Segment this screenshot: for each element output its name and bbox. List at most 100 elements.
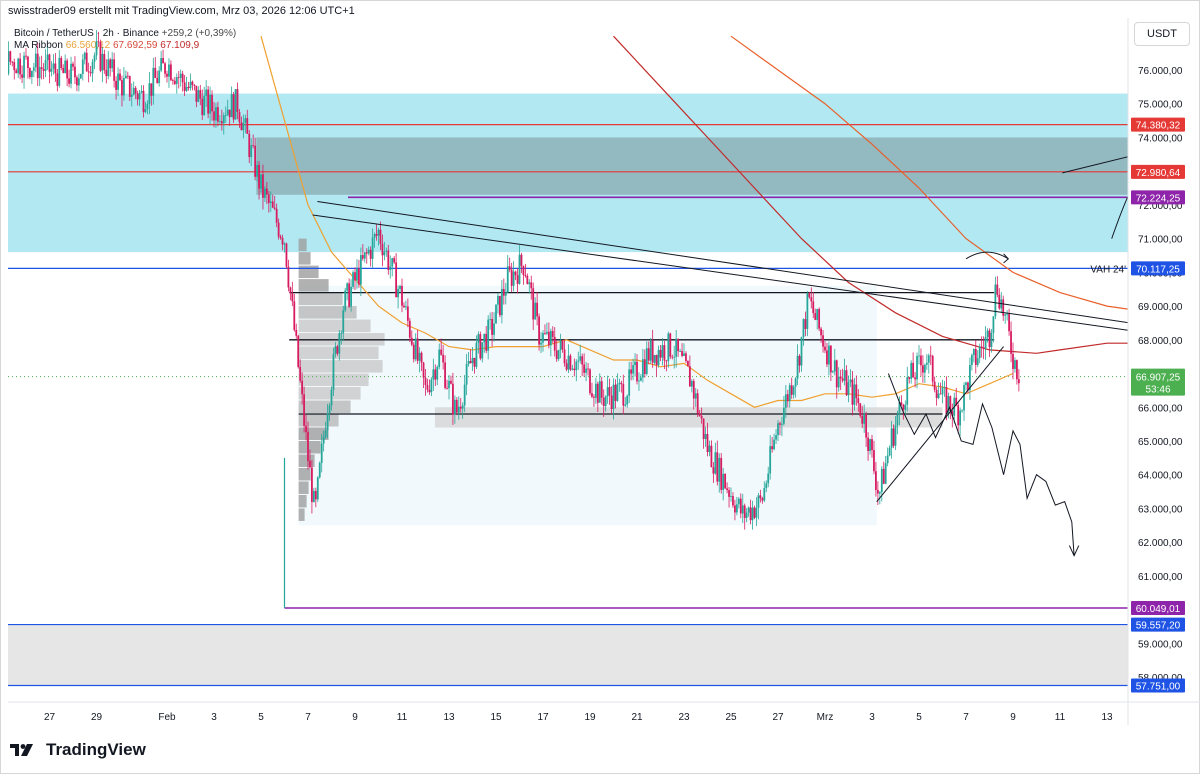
candle-body [332,354,335,390]
candle-body [453,399,456,415]
candle-body [152,67,155,96]
candle-body [422,362,425,378]
candle-body [626,395,629,405]
candle-body [385,250,388,252]
volume-profile-bar [298,494,307,508]
candle-body [336,346,339,354]
candle-body [998,294,1001,309]
candle-body [822,335,824,347]
candle-body [224,114,227,116]
candle-body [716,452,719,482]
price-label-text: 59.557,20 [1136,621,1181,632]
axis-layer: 76.000,0075.000,0074.000,0073.000,0072.0… [8,18,1200,725]
candle-body [348,283,351,307]
volume-profile-bar [298,238,307,252]
candle-body [500,288,503,316]
candle-body [34,53,37,68]
candle-body [984,337,987,349]
candle-body [291,293,294,302]
candle-body [481,342,484,359]
candle-body [843,370,846,381]
candle-body [0,48,1,71]
candle-body [794,378,797,387]
candle-body [636,361,638,382]
candle-body [628,369,631,396]
candle-body [647,348,650,361]
candle-body [880,468,883,493]
candle-body [610,395,613,410]
candle-body [54,63,57,74]
y-tick-label: 65.000,00 [1138,437,1183,448]
candle-body [949,396,952,411]
x-tick-label: 19 [584,712,596,723]
candle-body [863,413,866,424]
ma-value-2: 67.692,59 [112,40,158,51]
candle-body [324,430,327,437]
candle-body [600,381,603,398]
candle-body [710,445,713,468]
currency-selector[interactable]: USDT [1134,22,1190,46]
candle-body [982,347,985,349]
candle-body [144,109,147,113]
candle-body [467,361,470,364]
candle-body [66,60,69,79]
candle-body [6,51,8,74]
candle-body [207,89,210,114]
x-tick-label: 5 [258,712,264,723]
candle-body [990,332,993,348]
candle-body [655,355,658,366]
candle-body [763,488,766,501]
candle-body [209,94,211,114]
candle-body [140,90,143,93]
candle-body [634,361,636,366]
price-label-text: 70.117,25 [1136,264,1180,275]
candle-body [544,332,546,334]
candle-body [379,229,382,244]
candle-body [40,67,43,69]
candle-body [502,288,505,296]
candle-body [142,90,145,113]
candle-body [508,266,511,270]
candle-body [606,387,609,397]
x-tick-label: 21 [631,712,643,723]
candle-body [747,507,750,513]
candle-body [197,90,200,102]
candle-body [60,57,63,68]
candle-body [393,258,396,263]
candle-body [158,70,161,84]
candle-body [816,309,819,320]
candle-body [371,237,374,259]
candle-body [841,378,844,381]
candle-body [346,283,349,291]
y-tick-label: 63.000,00 [1138,504,1183,515]
ma-ribbon-legend[interactable]: MA Ribbon 66.560,12 67.692,59 67.109,9 [14,40,199,51]
candle-body [301,380,304,395]
volume-profile-bar [298,481,309,494]
y-tick-label: 66.000,00 [1138,403,1183,414]
x-tick-label: 9 [352,712,358,723]
candle-body [622,384,625,406]
candle-body [408,320,411,338]
candle-body [475,342,478,367]
candle-body [986,330,989,338]
candle-body [853,384,856,405]
candle-body [965,382,967,386]
candle-body [620,382,623,385]
symbol-legend[interactable]: Bitcoin / TetherUS · 2h · Binance +259,2… [14,28,236,39]
candle-body [109,59,112,69]
candle-body [334,346,337,355]
candle-body [1012,353,1014,369]
volume-profile-bar [298,265,319,279]
price-label-text: 72.224,25 [1136,193,1181,204]
candle-body [359,255,362,285]
candle-body [397,288,399,298]
candle-body [737,498,740,505]
candle-body [706,434,709,453]
candle-body [687,361,689,367]
candle-body [970,355,973,366]
candle-body [851,379,854,405]
candle-body [761,498,764,501]
candle-body [526,275,529,285]
tradingview-logo[interactable]: TradingView [10,740,146,760]
